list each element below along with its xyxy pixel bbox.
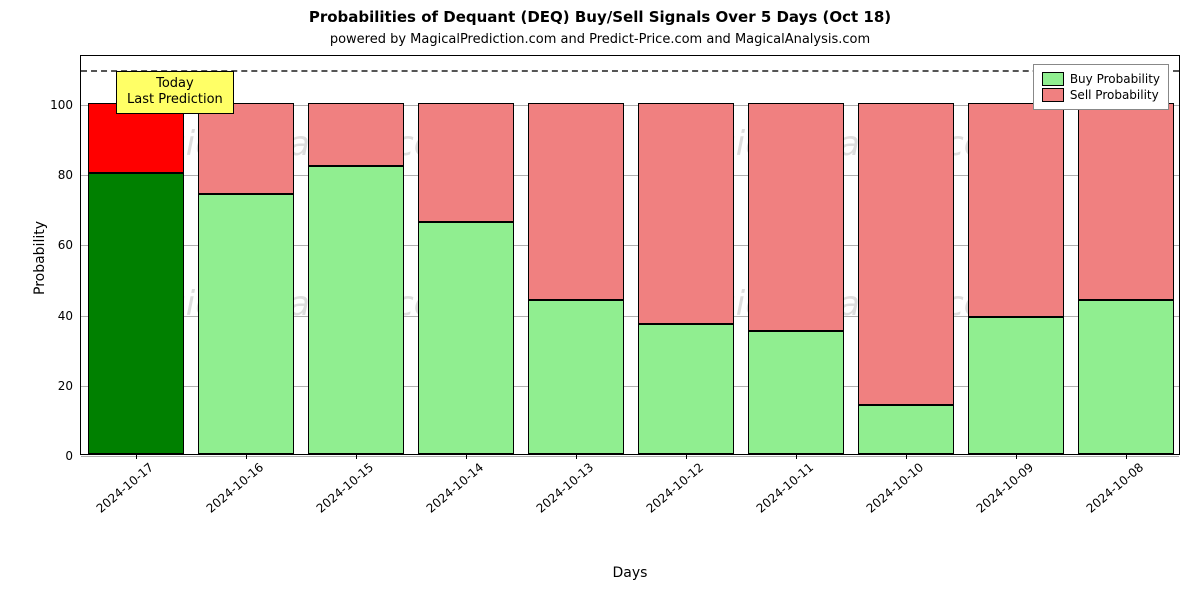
bar-group bbox=[638, 54, 735, 454]
legend-item: Buy Probability bbox=[1042, 71, 1160, 87]
y-tick-label: 60 bbox=[58, 238, 81, 252]
sell-bar bbox=[308, 103, 405, 166]
sell-bar bbox=[528, 103, 625, 299]
legend-swatch bbox=[1042, 88, 1064, 102]
plot-area: 020406080100MagicalAnalysis.comMagicalAn… bbox=[80, 55, 1180, 455]
bar-group bbox=[308, 54, 405, 454]
buy-bar bbox=[968, 317, 1065, 454]
legend: Buy Probability Sell Probability bbox=[1033, 64, 1169, 110]
x-tick-label: 2024-10-12 bbox=[585, 454, 706, 561]
buy-bar bbox=[88, 173, 185, 454]
bar-group bbox=[968, 54, 1065, 454]
buy-bar bbox=[1078, 300, 1175, 454]
buy-bar bbox=[528, 300, 625, 454]
x-tick-label: 2024-10-09 bbox=[915, 454, 1036, 561]
x-tick-label: 2024-10-13 bbox=[475, 454, 596, 561]
buy-bar bbox=[418, 222, 515, 454]
bar-group bbox=[198, 54, 295, 454]
x-tick-label: 2024-10-17 bbox=[35, 454, 156, 561]
today-annotation: TodayLast Prediction bbox=[116, 71, 234, 114]
legend-item: Sell Probability bbox=[1042, 87, 1160, 103]
sell-bar bbox=[198, 103, 295, 194]
y-tick-label: 0 bbox=[65, 449, 81, 463]
sell-bar bbox=[858, 103, 955, 405]
y-axis-label: Probability bbox=[32, 221, 48, 295]
chart-subtitle: powered by MagicalPrediction.com and Pre… bbox=[0, 32, 1200, 47]
y-tick-label: 100 bbox=[50, 98, 81, 112]
sell-bar bbox=[638, 103, 735, 324]
x-tick-label: 2024-10-08 bbox=[1025, 454, 1146, 561]
buy-bar bbox=[638, 324, 735, 454]
chart-container: Probabilities of Dequant (DEQ) Buy/Sell … bbox=[0, 0, 1200, 600]
x-tick-label: 2024-10-16 bbox=[145, 454, 266, 561]
sell-bar bbox=[88, 103, 185, 173]
bar-group bbox=[858, 54, 955, 454]
bar-group bbox=[418, 54, 515, 454]
sell-bar bbox=[1078, 103, 1175, 299]
x-axis-label: Days bbox=[80, 565, 1180, 581]
y-tick-label: 20 bbox=[58, 379, 81, 393]
legend-label: Buy Probability bbox=[1070, 72, 1160, 86]
bar-group bbox=[748, 54, 845, 454]
x-tick-label: 2024-10-15 bbox=[255, 454, 376, 561]
bar-group bbox=[528, 54, 625, 454]
buy-bar bbox=[198, 194, 295, 454]
bar-group bbox=[88, 54, 185, 454]
x-tick-label: 2024-10-10 bbox=[805, 454, 926, 561]
buy-bar bbox=[748, 331, 845, 454]
sell-bar bbox=[748, 103, 845, 331]
legend-label: Sell Probability bbox=[1070, 88, 1159, 102]
buy-bar bbox=[308, 166, 405, 454]
legend-swatch bbox=[1042, 72, 1064, 86]
annotation-line-1: Today bbox=[127, 76, 223, 92]
y-tick-label: 80 bbox=[58, 168, 81, 182]
sell-bar bbox=[968, 103, 1065, 317]
sell-bar bbox=[418, 103, 515, 222]
buy-bar bbox=[858, 405, 955, 454]
annotation-line-2: Last Prediction bbox=[127, 92, 223, 108]
bar-group bbox=[1078, 54, 1175, 454]
chart-title: Probabilities of Dequant (DEQ) Buy/Sell … bbox=[0, 8, 1200, 26]
x-tick-label: 2024-10-11 bbox=[695, 454, 816, 561]
x-tick-label: 2024-10-14 bbox=[365, 454, 486, 561]
y-tick-label: 40 bbox=[58, 309, 81, 323]
